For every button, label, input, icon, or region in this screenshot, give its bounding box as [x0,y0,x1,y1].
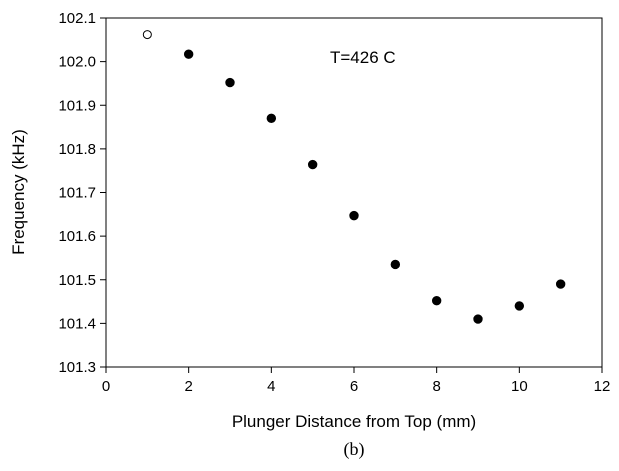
y-tick-label: 102.0 [58,54,96,71]
data-point [307,159,318,170]
open-data-point [142,30,152,40]
data-point [390,259,401,270]
data-point [431,295,442,306]
y-tick-label: 101.7 [58,185,96,202]
y-tick-label: 101.3 [58,359,96,376]
x-axis-title: Plunger Distance from Top (mm) [232,412,476,431]
x-tick-label: 6 [350,378,358,395]
data-point [266,113,277,124]
x-tick-label: 8 [432,378,440,395]
y-tick-label: 101.9 [58,97,96,114]
y-tick-label: 101.4 [58,315,96,332]
annotation-text: T=426 C [330,48,396,67]
data-point [473,314,483,324]
figure-caption: (b) [344,439,365,460]
y-axis-title: Frequency (kHz) [9,129,28,255]
data-point [514,301,525,311]
data-points [142,30,566,324]
data-point [555,279,566,289]
x-tick-label: 4 [267,378,275,395]
x-tick-label: 2 [184,378,192,395]
axis-ticks: 0 2 4 6 8 10 12 101.3 101.4 101.5 101.6 101.7 101.8 1… [58,10,610,395]
data-point [183,49,194,59]
data-point [225,77,235,88]
x-tick-label: 12 [594,378,611,395]
x-tick-label: 10 [511,378,528,395]
y-tick-label: 101.6 [58,228,96,245]
y-tick-label: 102.1 [58,10,96,27]
y-tick-label: 101.8 [58,141,96,158]
plot-frame [105,17,603,368]
data-point [349,210,359,221]
x-tick-label: 0 [102,378,110,395]
y-tick-label: 101.5 [58,272,96,289]
